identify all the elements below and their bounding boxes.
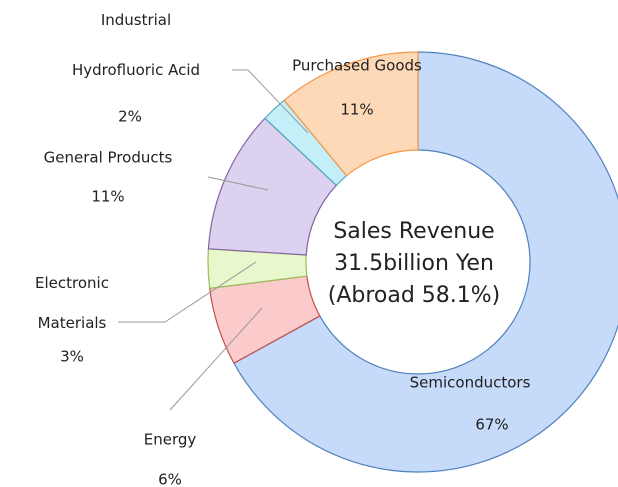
category-label: Electronic Materials: [35, 274, 109, 332]
label-line: Hydrofluoric Acid: [72, 61, 200, 79]
center-text: (Abroad 58.1%): [328, 283, 501, 308]
value-label: 11%: [91, 188, 124, 206]
value-label: 6%: [158, 471, 182, 487]
donut-segment: [233, 51, 618, 473]
center-text: 31.5billion Yen: [334, 251, 494, 276]
value-label: 3%: [60, 348, 84, 366]
label-line: Materials: [38, 314, 107, 332]
category-label: General Products: [44, 149, 173, 167]
donut-segment: [283, 51, 419, 177]
label-line: Electronic: [35, 274, 109, 292]
center-text: Sales Revenue: [333, 219, 494, 244]
value-label: 11%: [340, 101, 373, 119]
leader-line: [169, 307, 263, 411]
leader-line: [207, 176, 269, 191]
category-label: Semiconductors: [410, 374, 531, 392]
category-label: Energy: [144, 431, 197, 449]
leader-line: [118, 261, 257, 323]
value-label: 2%: [118, 108, 142, 126]
value-label: 67%: [475, 416, 508, 434]
leader-line: [232, 69, 309, 134]
category-label: Industrial Hydrofluoric Acid: [72, 11, 200, 79]
label-line: Industrial: [101, 11, 171, 29]
category-label: Purchased Goods: [292, 57, 422, 75]
